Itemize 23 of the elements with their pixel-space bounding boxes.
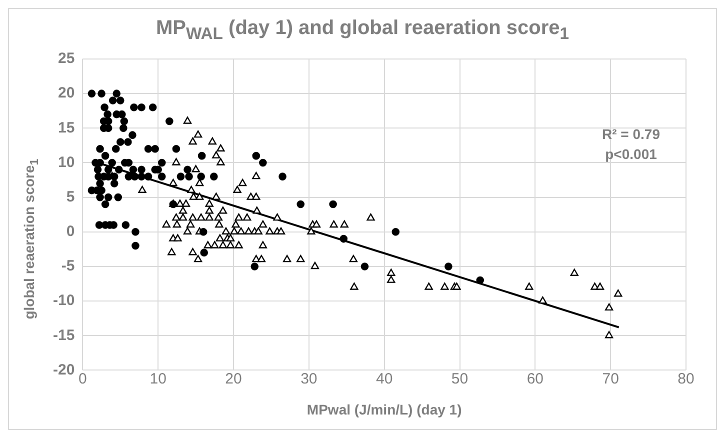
x-tick-label: 0 (78, 370, 87, 388)
y-tick-label: -10 (52, 292, 75, 310)
x-tick-label: 80 (678, 370, 694, 388)
y-tick-label: 20 (58, 84, 75, 102)
y-tick-label: -15 (52, 326, 75, 344)
y-tick-label: -5 (61, 258, 75, 275)
x-tick-label: 10 (150, 370, 166, 388)
x-axis-title: MPwal (J/min/L) (day 1) (306, 401, 462, 418)
x-tick-label: 40 (376, 370, 393, 388)
chart-title: MP$_{WAL}$ (day 1) and global reaeration score$_{1}$ (154, 17, 570, 44)
y-tick-label: 10 (58, 154, 75, 171)
annotation: R² = 0.79 (602, 126, 660, 142)
annotation: p<0.001 (605, 146, 658, 162)
x-tick-label: 60 (526, 370, 544, 388)
x-tick-label: 20 (225, 370, 242, 388)
x-tick-label: 70 (602, 370, 619, 388)
y-tick-label: 25 (58, 50, 75, 68)
y-tick-label: -20 (52, 361, 75, 378)
y-tick-label: 5 (66, 188, 75, 206)
x-tick-label: 30 (300, 370, 318, 388)
y-tick-label: 0 (66, 223, 75, 240)
x-tick-label: 50 (451, 370, 468, 388)
y-tick-label: 15 (58, 119, 75, 136)
